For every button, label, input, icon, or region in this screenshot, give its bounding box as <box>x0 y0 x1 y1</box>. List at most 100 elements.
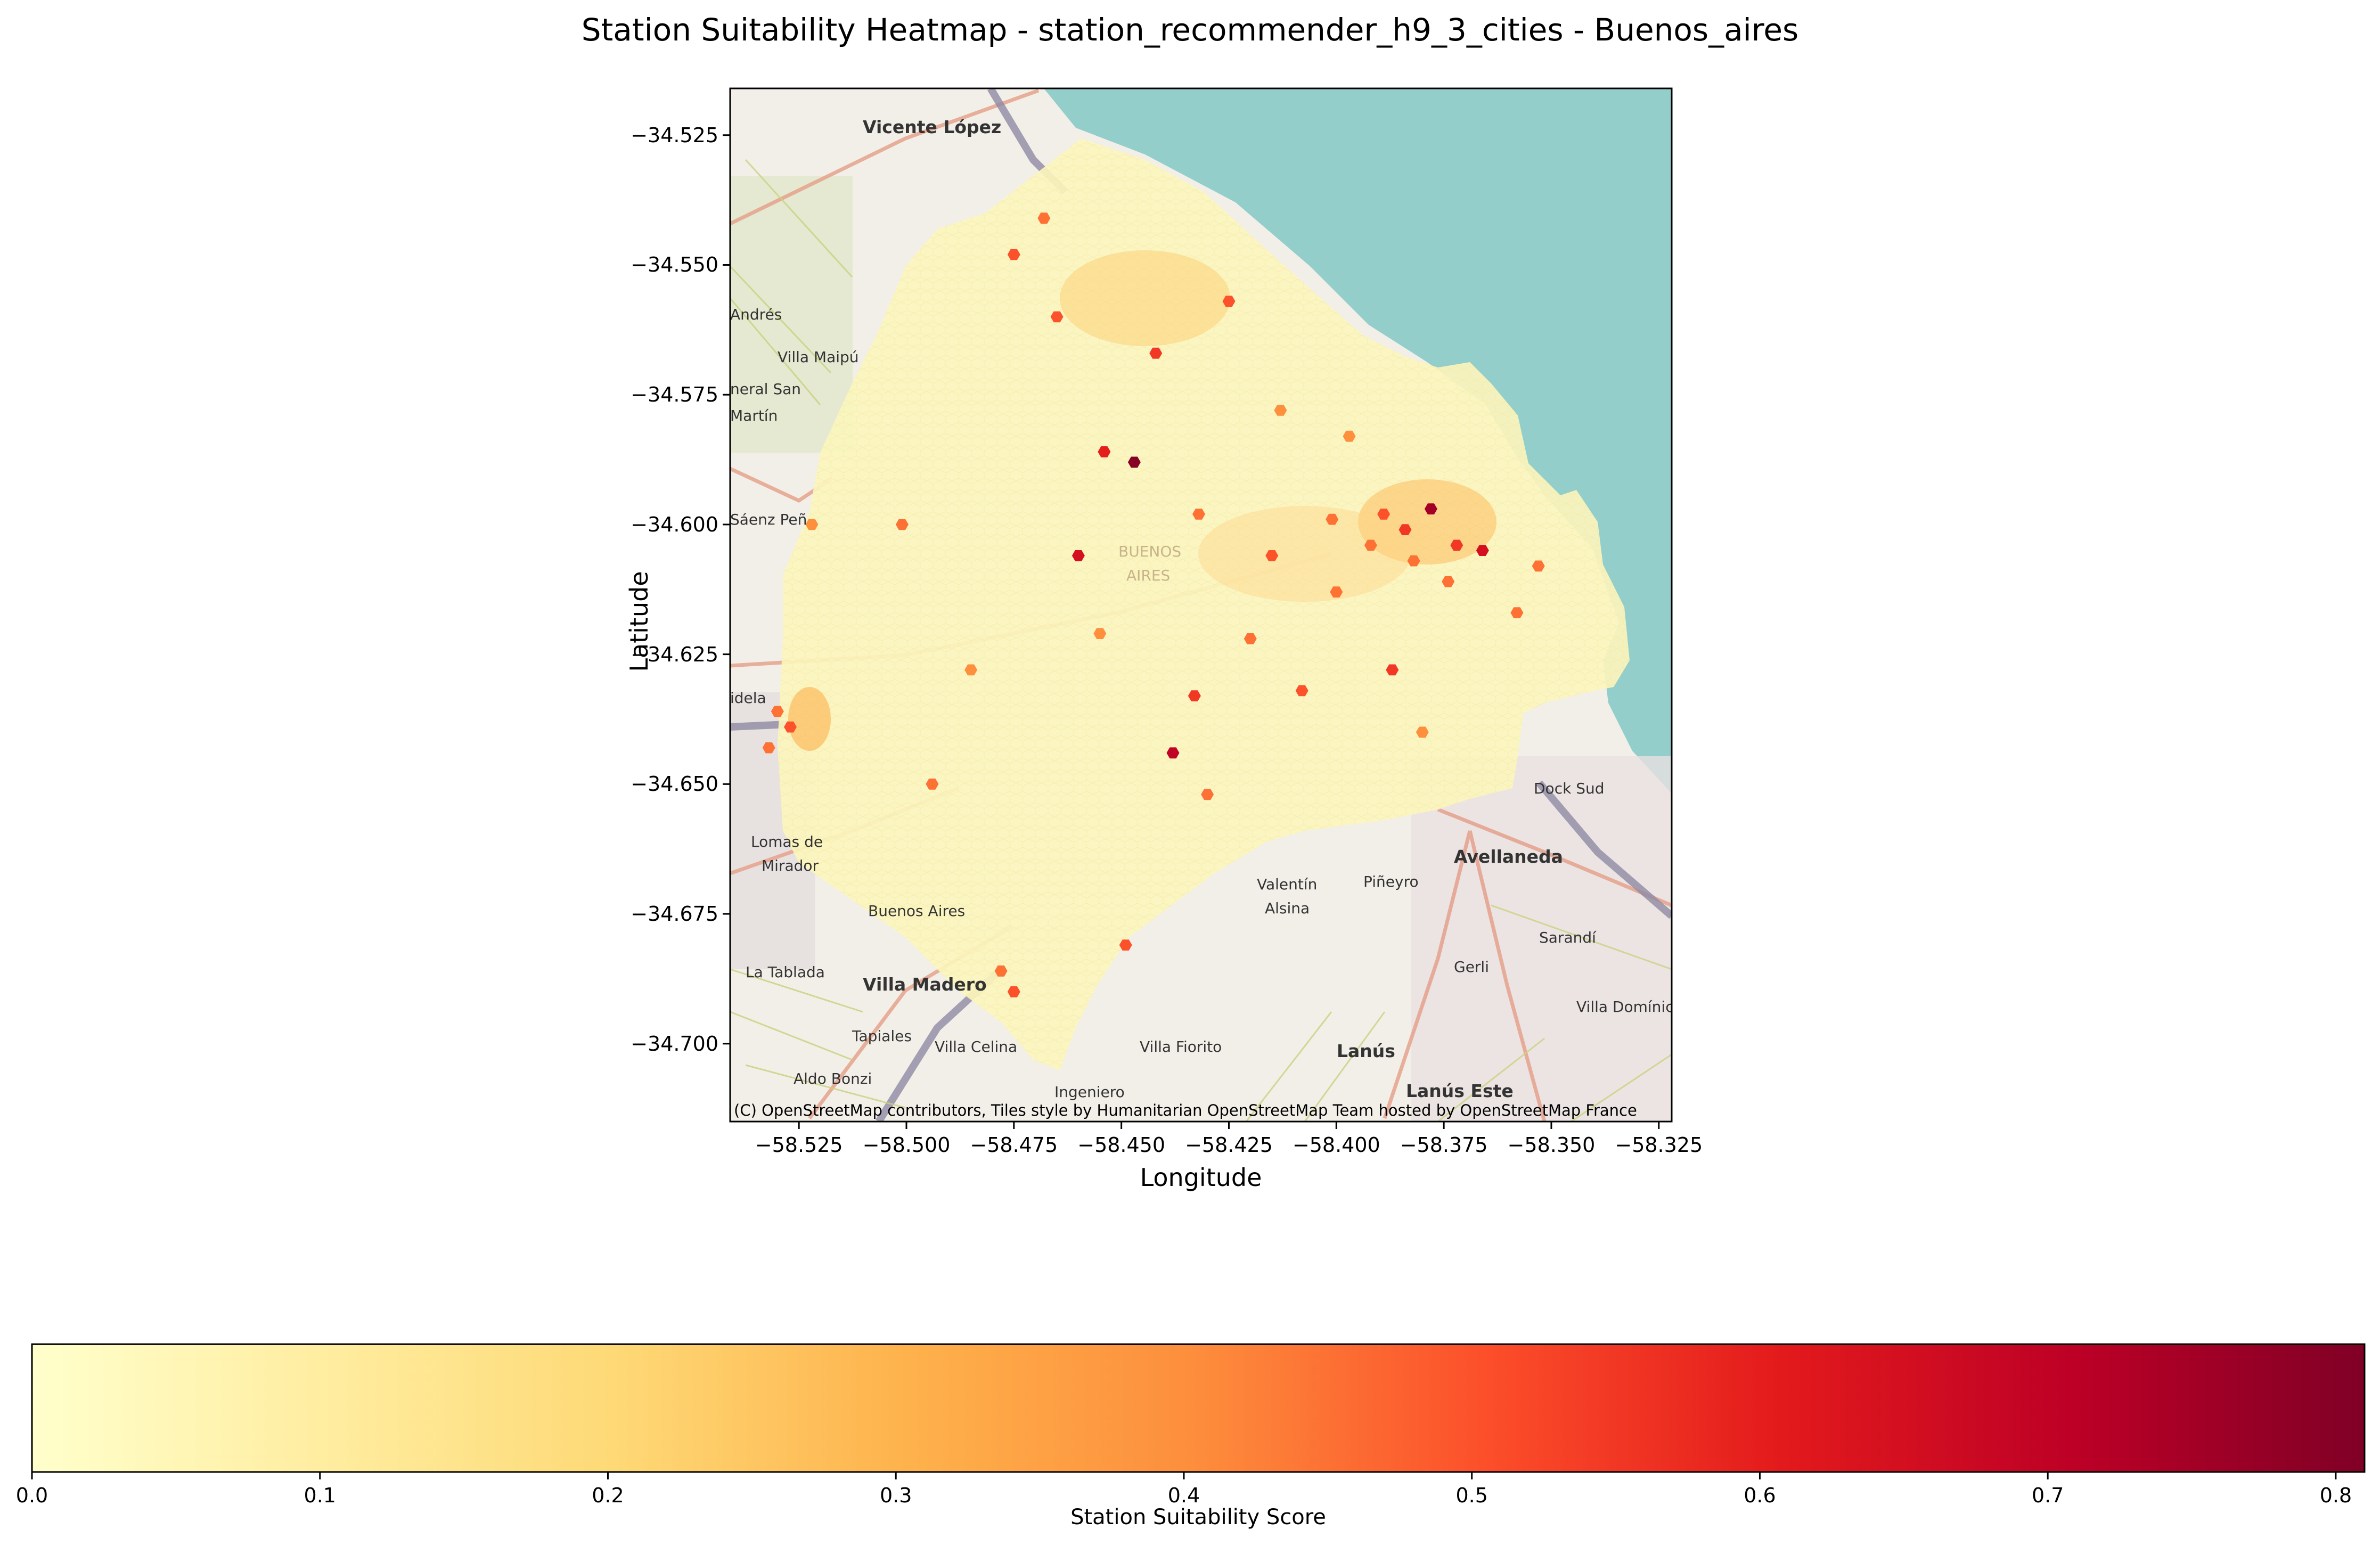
cluster-west <box>788 687 831 751</box>
place-label: Sáenz Peñ <box>730 511 807 528</box>
hex-cell <box>1424 503 1437 514</box>
hex-cell <box>1343 430 1356 442</box>
hex-cell <box>1037 212 1051 224</box>
place-label: Villa Maipú <box>778 348 859 366</box>
hex-cell <box>1098 446 1111 457</box>
hex-cell <box>994 965 1008 977</box>
colorbar-tick-label: 0.0 <box>15 1484 48 1507</box>
place-label: Lanús <box>1337 1041 1395 1061</box>
place-labels: Vicente López Andrés Villa Maipú neral San M… <box>730 117 1674 1101</box>
hex-cell <box>1416 726 1429 738</box>
y-tick-label: −34.650 <box>631 772 718 796</box>
hex-cell <box>1166 747 1180 759</box>
hex-cell <box>1265 550 1279 561</box>
hex-cell <box>1093 628 1107 639</box>
colorbar-tick-label: 0.4 <box>1167 1484 1200 1507</box>
hex-cell <box>1274 405 1287 416</box>
x-tick-label: −58.475 <box>970 1133 1058 1157</box>
chart-title: Station Suitability Heatmap - station_re… <box>581 12 1799 48</box>
place-label: Alsina <box>1265 899 1310 917</box>
colorbar-tick-label: 0.2 <box>592 1484 624 1507</box>
place-label: Villa Domínic <box>1576 998 1674 1016</box>
place-label: Mirador <box>762 857 819 874</box>
hex-cell <box>1007 986 1020 997</box>
x-axis-ticks <box>798 1122 1660 1129</box>
colorbar-tick-label: 0.5 <box>1455 1484 1488 1507</box>
y-tick-label: −34.675 <box>631 902 718 926</box>
y-axis-ticks <box>723 134 730 1045</box>
place-label: La Tablada <box>746 963 825 981</box>
hex-cell <box>1476 545 1489 556</box>
minor-streets <box>730 159 1672 1122</box>
hex-cell <box>895 519 909 530</box>
hex-cell <box>762 742 775 754</box>
colorbar-tick-label: 0.7 <box>2031 1484 2064 1507</box>
colorbar <box>31 1343 2366 1473</box>
place-label: BUENOS <box>1118 543 1181 560</box>
hex-cell <box>1050 311 1064 323</box>
colorbar-tick-label: 0.3 <box>880 1484 912 1507</box>
colorbar-tick-label: 0.6 <box>1744 1484 1776 1507</box>
hex-cell <box>771 706 784 717</box>
place-label: AIRES <box>1126 567 1170 584</box>
y-tick-label: −34.600 <box>631 512 718 536</box>
x-tick-label: −58.375 <box>1400 1133 1488 1157</box>
x-tick-label: −58.425 <box>1185 1133 1273 1157</box>
colorbar-label: Station Suitability Score <box>1070 1505 1326 1529</box>
hex-cell <box>1377 509 1391 520</box>
hex-cell <box>1442 576 1455 587</box>
place-label: Aldo Bonzi <box>794 1070 872 1087</box>
place-label: neral San <box>730 380 801 398</box>
place-label: Avellaneda <box>1454 846 1563 867</box>
hex-cell <box>1192 509 1205 520</box>
place-label: Villa Fiorito <box>1140 1038 1222 1056</box>
hex-cell <box>1119 939 1132 951</box>
hex-cell <box>926 778 939 790</box>
hex-cell <box>1007 249 1020 260</box>
hex-cell <box>1072 550 1085 561</box>
colorbar-tick-label: 0.1 <box>304 1484 336 1507</box>
x-tick-label: −58.450 <box>1077 1133 1166 1157</box>
axes-frame <box>729 87 1673 1123</box>
place-label: Andrés <box>730 306 782 323</box>
hex-cell <box>1188 690 1201 701</box>
river-water <box>1044 88 1672 794</box>
park-area <box>730 176 853 453</box>
hex-cell <box>1201 789 1214 800</box>
place-label: Lomas de <box>751 833 823 850</box>
hex-cell <box>1386 664 1399 676</box>
y-tick-label: −34.550 <box>631 253 718 277</box>
hex-cell <box>1222 296 1236 307</box>
place-label: Piñeyro <box>1363 873 1419 890</box>
place-label: Buenos Aires <box>868 902 965 920</box>
place-label: idela <box>730 689 766 707</box>
y-tick-label: −34.525 <box>631 123 718 147</box>
x-tick-label: −58.325 <box>1615 1133 1703 1157</box>
hex-cell <box>1532 560 1545 572</box>
hex-cell <box>1295 685 1308 697</box>
hex-cell <box>1510 607 1524 618</box>
place-label: Villa Celina <box>935 1038 1017 1056</box>
place-label: Gerli <box>1454 958 1489 976</box>
hex-cell <box>1127 456 1141 468</box>
x-tick-label: −58.525 <box>755 1133 843 1157</box>
hex-cell <box>1244 633 1257 644</box>
basemap: Vicente López Andrés Villa Maipú neral San M… <box>730 88 1674 1122</box>
place-label: Valentín <box>1257 876 1317 893</box>
place-label: Dock Sud <box>1534 780 1605 797</box>
colorbar-ticks <box>31 1472 2337 1479</box>
x-tick-label: −58.350 <box>1507 1133 1596 1157</box>
map-attribution: (C) OpenStreetMap contributors, Tiles st… <box>734 1101 1637 1119</box>
y-tick-label: −34.575 <box>631 383 718 407</box>
hex-cell <box>964 664 978 676</box>
hex-cell <box>1407 555 1420 567</box>
hexbin-cells <box>762 212 1545 997</box>
place-label: Villa Madero <box>863 974 987 995</box>
x-tick-label: −58.400 <box>1292 1133 1380 1157</box>
hex-cell <box>1326 513 1339 525</box>
y-axis-label: Latitude <box>625 571 653 672</box>
place-label: Martín <box>730 407 778 424</box>
y-tick-label: −34.625 <box>631 642 718 666</box>
